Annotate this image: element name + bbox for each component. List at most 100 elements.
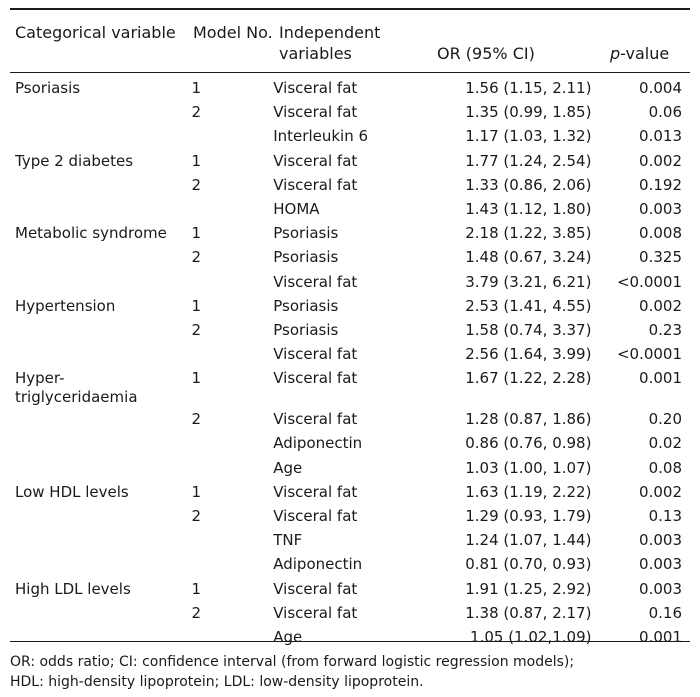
table-row: Psoriasis 1 Visceral fat 1.56 (1.15, 2.11) 0… <box>10 76 690 100</box>
cell-model-no: 1 <box>191 224 202 243</box>
table-row: 2 Visceral fat 1.28 (0.87, 1.86) 0.20 <box>10 407 690 431</box>
cell-or-ci: 1.56 (1.15, 2.11) <box>465 79 592 97</box>
cell-or-ci: 1.35 (0.99, 1.85) <box>465 103 592 122</box>
table-row: Metabolic syndrome 1 Psoriasis 2.18 (1.22, … <box>10 221 690 245</box>
cell-independent-variable: Visceral fat <box>273 369 358 388</box>
footnote-line-2: HDL: high-density lipoprotein; LDL: low-… <box>10 674 424 690</box>
cell-or-ci: 1.29 (0.93, 1.79) <box>465 507 592 525</box>
cell-model-no: 2 <box>191 248 202 267</box>
cell-independent-variable: Visceral fat <box>273 79 358 97</box>
data-table: Psoriasis 1 Visceral fat 1.56 (1.15, 2.11) 0… <box>10 76 690 649</box>
cell-independent-variable: Visceral fat <box>273 272 358 291</box>
cell-p-value: <0.0001 <box>616 345 682 364</box>
cell-independent-variable: Visceral fat <box>273 103 358 122</box>
cell-category: Low HDL levels <box>15 482 129 501</box>
header-categorical-variable: Categorical variable <box>15 23 176 42</box>
cell-p-value: 0.06 <box>648 103 682 122</box>
cell-or-ci: 2.18 (1.22, 3.85) <box>465 224 592 243</box>
cell-p-value: 0.003 <box>639 555 682 574</box>
cell-or-ci: 1.58 (0.74, 3.37) <box>465 320 592 339</box>
header-p-rest: -value <box>620 44 670 63</box>
cell-p-value: 0.02 <box>648 434 682 453</box>
cell-category <box>10 601 192 625</box>
table-row: Type 2 diabetes 1 Visceral fat 1.77 (1.24, … <box>10 149 690 173</box>
cell-independent-variable: Visceral fat <box>273 579 358 598</box>
cell-or-ci: 1.38 (0.87, 2.17) <box>465 603 592 622</box>
cell-category <box>10 100 192 124</box>
cell-category: Hyper-triglyceridaemia <box>15 369 138 407</box>
cell-category <box>10 124 192 148</box>
cell-independent-variable: Age <box>273 627 303 646</box>
cell-category <box>10 431 192 455</box>
cell-model-no: 2 <box>191 103 202 122</box>
table-header: Categorical variable Model No. Independe… <box>10 22 690 68</box>
table-row: 2 Visceral fat 1.33 (0.86, 2.06) 0.192 <box>10 173 690 197</box>
footnote: OR: odds ratio; CI: confidence interval … <box>10 652 700 692</box>
cell-or-ci: 2.56 (1.64, 3.99) <box>465 345 592 364</box>
cell-p-value: 0.003 <box>639 579 682 598</box>
cell-or-ci: 1.17 (1.03, 1.32) <box>465 127 592 146</box>
table-row: 2 Psoriasis 1.58 (0.74, 3.37) 0.23 <box>10 318 690 342</box>
table-row: Hyper-triglyceridaemia 1 Visceral fat 1.67 … <box>10 366 690 407</box>
cell-p-value: 0.002 <box>639 151 682 170</box>
table-row: Visceral fat 3.79 (3.21, 6.21) <0.0001 <box>10 270 690 294</box>
header-independent-variables: Independent variables <box>279 23 381 63</box>
cell-category <box>10 245 192 269</box>
cell-p-value: 0.002 <box>639 482 682 501</box>
cell-model-no: 2 <box>191 507 202 525</box>
cell-or-ci: 1.33 (0.86, 2.06) <box>465 175 592 194</box>
cell-category <box>10 270 192 294</box>
table-row: 2 Psoriasis 1.48 (0.67, 3.24) 0.325 <box>10 245 690 269</box>
cell-p-value: 0.13 <box>648 507 682 525</box>
cell-p-value: 0.001 <box>639 627 682 646</box>
cell-model-no: 1 <box>191 296 202 315</box>
cell-independent-variable: Visceral fat <box>273 345 358 364</box>
cell-category <box>10 407 192 431</box>
table-row: Interleukin 6 1.17 (1.03, 1.32) 0.013 <box>10 124 690 148</box>
cell-model-no: 1 <box>191 151 202 170</box>
cell-model-no <box>192 552 274 576</box>
cell-or-ci: 1.67 (1.22, 2.28) <box>465 369 592 388</box>
cell-independent-variable: Adiponectin <box>273 555 363 574</box>
cell-independent-variable: Psoriasis <box>273 224 339 243</box>
cell-or-ci: 1.91 (1.25, 2.92) <box>465 579 592 598</box>
cell-independent-variable: Visceral fat <box>273 410 358 429</box>
cell-or-ci: 0.81 (0.70, 0.93) <box>465 555 592 574</box>
cell-model-no <box>192 197 274 221</box>
cell-p-value: 0.08 <box>648 458 682 477</box>
table-row: Low HDL levels 1 Visceral fat 1.63 (1.19, 2… <box>10 480 690 504</box>
cell-category <box>10 456 192 480</box>
cell-model-no <box>192 342 274 366</box>
cell-category <box>10 528 192 552</box>
cell-or-ci: 1.05 (1.02,1.09) <box>470 627 592 646</box>
cell-independent-variable: Age <box>273 458 303 477</box>
cell-p-value: 0.013 <box>639 127 682 146</box>
header-p-italic: p <box>610 44 621 63</box>
footnote-line-1: OR: odds ratio; CI: confidence interval … <box>10 654 575 670</box>
cell-model-no <box>192 431 274 455</box>
cell-independent-variable: HOMA <box>273 199 320 218</box>
cell-or-ci: 0.86 (0.76, 0.98) <box>465 434 592 453</box>
cell-independent-variable: Visceral fat <box>273 151 358 170</box>
table-row: HOMA 1.43 (1.12, 1.80) 0.003 <box>10 197 690 221</box>
cell-independent-variable: Psoriasis <box>273 248 339 267</box>
top-rule <box>10 8 690 10</box>
cell-model-no: 2 <box>191 320 202 339</box>
cell-p-value: 0.23 <box>648 320 682 339</box>
cell-p-value: 0.16 <box>648 603 682 622</box>
table-row: 2 Visceral fat 1.35 (0.99, 1.85) 0.06 <box>10 100 690 124</box>
cell-or-ci: 1.77 (1.24, 2.54) <box>465 151 592 170</box>
cell-category <box>10 342 192 366</box>
cell-category: High LDL levels <box>15 579 131 598</box>
cell-independent-variable: Psoriasis <box>273 296 339 315</box>
table-row: Age 1.05 (1.02,1.09) 0.001 <box>10 625 690 649</box>
cell-independent-variable: Visceral fat <box>273 175 358 194</box>
cell-category <box>10 197 192 221</box>
cell-category: Hypertension <box>15 296 116 315</box>
table-row: Age 1.03 (1.00, 1.07) 0.08 <box>10 456 690 480</box>
cell-independent-variable: Interleukin 6 <box>273 127 369 146</box>
cell-p-value: 0.20 <box>648 410 682 429</box>
cell-or-ci: 3.79 (3.21, 6.21) <box>465 272 592 291</box>
cell-model-no: 2 <box>191 175 202 194</box>
